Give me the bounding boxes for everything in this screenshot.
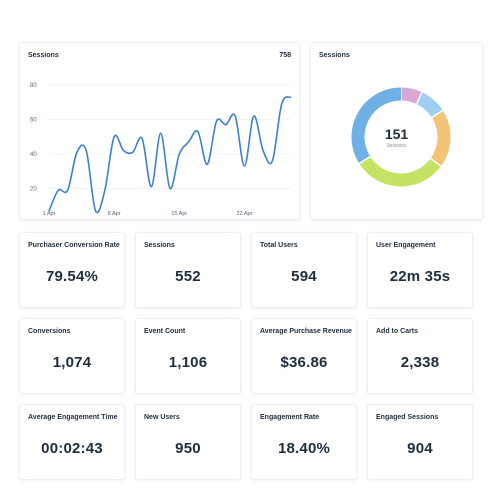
kpi-label: Purchaser Conversion Rate — [28, 242, 120, 249]
kpi-label: Add to Carts — [376, 328, 418, 335]
kpi-value: 1,106 — [168, 354, 208, 371]
donut-center-label: Sessions — [386, 143, 407, 149]
kpi-card-conversions: Conversions 1,074 — [19, 318, 125, 394]
kpi-value: $36.86 — [280, 354, 328, 371]
kpi-value: 22m 35s — [389, 268, 451, 285]
x-tick-label: 15 Apr — [171, 211, 187, 217]
donut-slice-separator — [431, 109, 444, 119]
kpi-label: Average Purchase Revenue — [260, 328, 352, 335]
donut-slice — [416, 92, 443, 118]
kpi-card-sessions: Sessions 552 — [135, 232, 241, 308]
sessions-series-line — [48, 96, 292, 214]
kpi-value: 1,074 — [52, 354, 92, 371]
x-tick-label: 22 Apr — [237, 211, 253, 217]
kpi-label: User Engagement — [376, 242, 436, 249]
line-chart-total: 758 — [279, 52, 291, 59]
donut-slice-separator — [430, 157, 442, 167]
kpi-value: 904 — [407, 440, 433, 457]
x-tick-label: 8 Apr — [108, 211, 121, 217]
kpi-card-total-users: Total Users 594 — [251, 232, 357, 308]
kpi-value: 79.54% — [45, 268, 99, 285]
kpi-label: Total Users — [260, 242, 298, 249]
kpi-value: 18.40% — [277, 440, 331, 457]
kpi-card-user-engagement: User Engagement 22m 35s — [367, 232, 473, 308]
kpi-card-average-purchase-revenue: Average Purchase Revenue $36.86 — [251, 318, 357, 394]
kpi-card-engagement-rate: Engagement Rate 18.40% — [251, 404, 357, 480]
kpi-value: 00:02:43 — [41, 440, 103, 457]
donut-slice — [400, 87, 423, 105]
line-chart-title: Sessions — [28, 52, 59, 59]
donut-slice-separator — [358, 155, 371, 165]
donut-slice — [359, 156, 442, 187]
donut-chart-title: Sessions — [319, 52, 350, 59]
kpi-label: New Users — [144, 414, 180, 421]
kpi-card-average-engagement-time: Average Engagement Time 00:02:43 — [19, 404, 125, 480]
kpi-value: 594 — [291, 268, 317, 285]
kpi-label: Engagement Rate — [260, 414, 320, 421]
kpi-label: Average Engagement Time — [28, 414, 118, 421]
donut-slice-separator — [415, 91, 423, 105]
y-tick-label: 80 — [30, 83, 37, 89]
y-tick-label: 40 — [30, 152, 37, 158]
kpi-value: 950 — [175, 440, 201, 457]
kpi-card-new-users: New Users 950 — [135, 404, 241, 480]
kpi-value: 2,338 — [400, 354, 440, 371]
kpi-card-purchaser-conversion-rate: Purchaser Conversion Rate 79.54% — [19, 232, 125, 308]
x-tick-label: 1 Apr — [43, 211, 56, 217]
kpi-value: 552 — [175, 268, 201, 285]
kpi-card-add-to-carts: Add to Carts 2,338 — [367, 318, 473, 394]
donut-center-value: 151 — [384, 126, 409, 142]
donut-slice — [351, 87, 402, 164]
kpi-card-event-count: Event Count 1,106 — [135, 318, 241, 394]
kpi-label: Sessions — [144, 242, 175, 249]
donut-slice — [430, 110, 451, 167]
sessions-donut-chart — [351, 87, 451, 187]
kpi-card-engaged-sessions: Engaged Sessions 904 — [367, 404, 473, 480]
y-tick-label: 60 — [30, 118, 37, 124]
kpi-label: Conversions — [28, 328, 71, 335]
kpi-label: Engaged Sessions — [376, 414, 439, 421]
y-tick-label: 20 — [30, 187, 37, 193]
sessions-donut-chart-card: Sessions 151 Sessions — [310, 42, 483, 220]
kpi-label: Event Count — [144, 328, 186, 335]
